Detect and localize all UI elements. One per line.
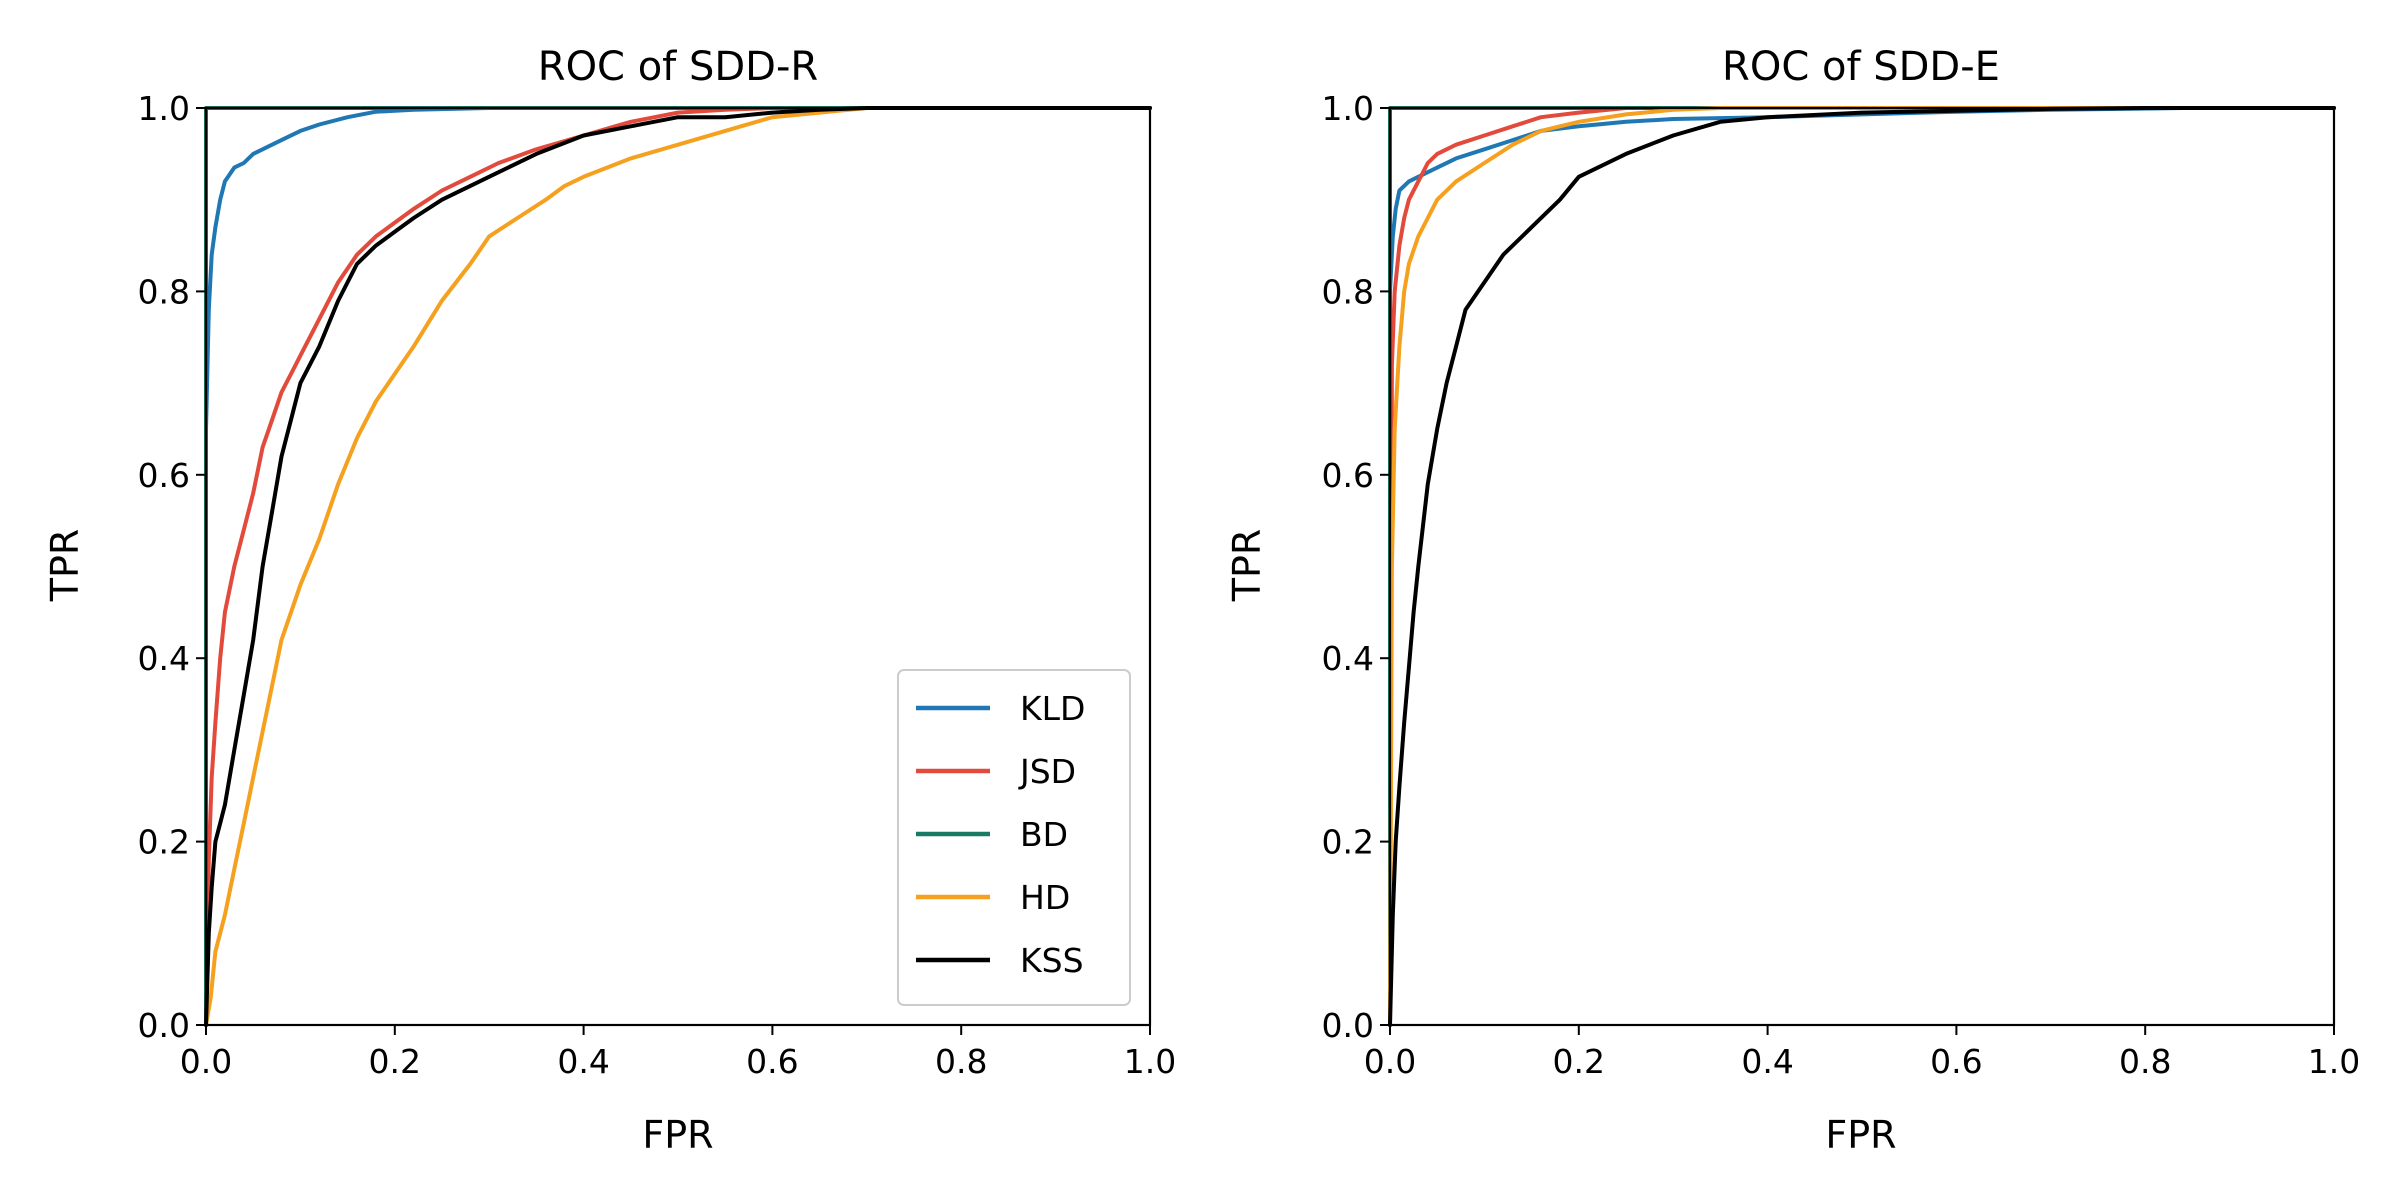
chart-title: ROC of SDD-E [1722, 44, 2000, 90]
y-tick-label: 0.6 [1322, 456, 1374, 495]
y-tick-label: 0.0 [138, 1006, 190, 1045]
x-tick-label: 0.0 [180, 1042, 232, 1081]
x-axis-label: FPR [642, 1113, 713, 1157]
y-tick-label: 0.6 [138, 456, 190, 495]
axes-frame [204, 106, 1152, 1027]
x-tick-label: 0.6 [746, 1042, 798, 1081]
y-axis-label: TPR [43, 529, 87, 603]
x-tick-label: 0.4 [557, 1042, 609, 1081]
legend-label-hd: HD [1020, 878, 1070, 917]
series-line-hd [1388, 106, 2336, 1027]
y-tick-label: 1.0 [138, 89, 190, 128]
legend-label-jsd: JSD [1018, 752, 1076, 791]
y-tick-label: 0.4 [138, 639, 190, 678]
series-line-kss [1388, 106, 2336, 1027]
x-tick-label: 0.8 [935, 1042, 987, 1081]
series-line-kss [204, 106, 1152, 1027]
plot-area: 0.0 0.2 0.4 0.6 0.8 1.0 0.0 0.2 0.4 0.6 0.8 1.0 [1322, 89, 2361, 1081]
x-tick-label: 1.0 [2308, 1042, 2360, 1081]
x-tick-label: 0.2 [1553, 1042, 1605, 1081]
legend-label-kss: KSS [1020, 941, 1084, 980]
y-tick-label: 0.4 [1322, 639, 1374, 678]
y-tick-label: 0.2 [138, 823, 190, 862]
series-line-kld [204, 106, 1152, 1027]
legend-box [897, 669, 1131, 1006]
series-line-bd [1388, 106, 2336, 1027]
axes-frame [1388, 106, 2336, 1027]
legend-label-kld: KLD [1020, 689, 1085, 728]
series-line-kld [1388, 106, 2336, 1027]
legend-label-bd: BD [1020, 815, 1068, 854]
y-tick-label: 0.8 [138, 272, 190, 311]
plot-area: 0.0 0.2 0.4 0.6 0.8 1.0 0.0 0.2 0.4 0.6 0.8 1.0 KLD J… [138, 89, 1177, 1081]
roc-sdd-r-panel: ROC of SDD-R FPR TPR 0.0 0.2 0.4 0.6 0.8 1.00… [43, 44, 1176, 1157]
x-tick-label: 0.4 [1741, 1042, 1793, 1081]
x-tick-label: 0.6 [1930, 1042, 1982, 1081]
x-tick-label: 0.2 [369, 1042, 421, 1081]
y-axis-label: TPR [1225, 529, 1269, 603]
y-tick-label: 0.0 [1322, 1006, 1374, 1045]
roc-sdd-e-panel: ROC of SDD-E FPR TPR 0.0 0.2 0.4 0.6 0.8 1.00… [1225, 44, 2360, 1157]
series-line-hd [204, 106, 1152, 1027]
legend: KLD JSD BD HD KSS [897, 669, 1131, 1006]
x-tick-label: 0.0 [1364, 1042, 1416, 1081]
y-tick-label: 0.8 [1322, 272, 1374, 311]
series-line-jsd [1388, 106, 2336, 1027]
x-axis-label: FPR [1825, 1113, 1896, 1157]
y-tick-label: 0.2 [1322, 823, 1374, 862]
chart-title: ROC of SDD-R [538, 44, 818, 90]
x-tick-label: 0.8 [2119, 1042, 2171, 1081]
y-tick-label: 1.0 [1322, 89, 1374, 128]
x-tick-label: 1.0 [1124, 1042, 1176, 1081]
